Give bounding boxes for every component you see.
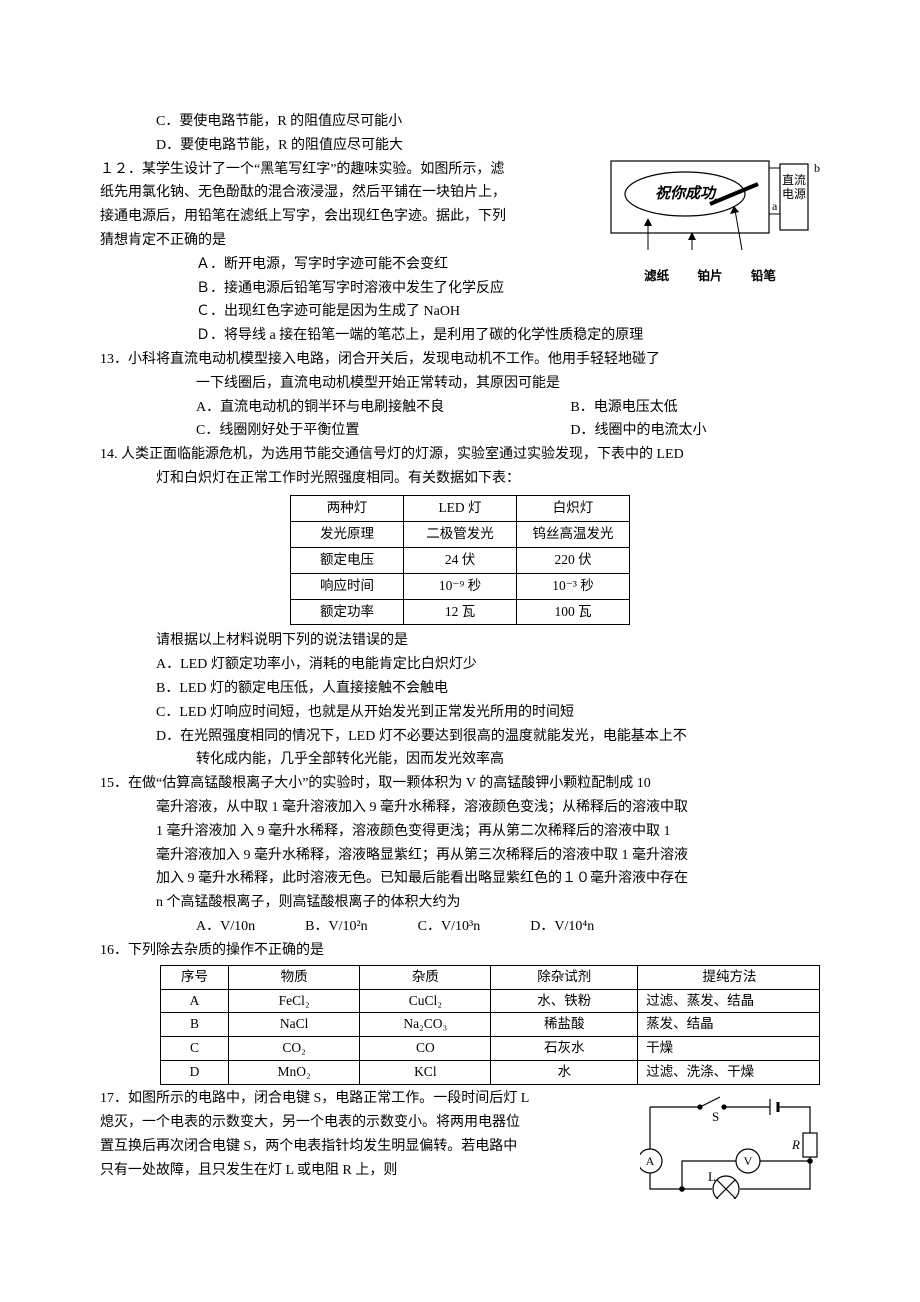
svg-text:电源: 电源 [782, 187, 806, 201]
table-cell: 发光原理 [291, 521, 404, 547]
q15-option-b: B．V/10²n [305, 915, 368, 939]
q17-block: 17．如图所示的电路中，闭合电键 S，电路正常工作。一段时间后灯 L 熄灭，一个… [100, 1087, 820, 1182]
svg-text:S: S [712, 1109, 719, 1124]
q12-stem: 猜想肯定不正确的是 [100, 229, 580, 253]
table-cell: 二极管发光 [404, 521, 517, 547]
q14-option-b: B．LED 灯的额定电压低，人直接接触不会触电 [100, 677, 820, 701]
q17-stem: 置互换后再次闭合电键 S，两个电表指针均发生明显偏转。若电路中 [100, 1135, 600, 1159]
q14-option-a: A．LED 灯额定功率小，消耗的电能肯定比白炽灯少 [100, 653, 820, 677]
table-cell: 24 伏 [404, 547, 517, 573]
table-cell: LED 灯 [404, 495, 517, 521]
fig-label-pencil: 铅笔 [751, 266, 776, 287]
svg-text:V: V [744, 1154, 753, 1168]
q13-option-c: C．线圈刚好处于平衡位置 [196, 419, 570, 443]
table-cell: 10⁻³ 秒 [517, 573, 630, 599]
q15-stem: 15．在做“估算高锰酸根离子大小”的实验时，取一颗体积为 V 的高锰酸钾小颗粒配… [100, 772, 820, 796]
q15-option-d: D．V/10⁴n [530, 915, 594, 939]
q12-block: １２．某学生设计了一个“黑笔写红字”的趣味实验。如图所示，滤 纸先用氯化钠、无色… [100, 158, 820, 253]
q15-stem: 1 毫升溶液加 入 9 毫升水稀释，溶液颜色变得更浅；再从第二次稀释后的溶液中取… [100, 820, 820, 844]
fig-wish-text: 祝你成功 [655, 185, 717, 202]
q17-circuit-figure: S R A V L [640, 1089, 820, 1208]
table-cell: 序号 [161, 965, 229, 989]
q14-prompt: 请根据以上材料说明下列的说法错误的是 [100, 629, 820, 653]
table-cell: 白炽灯 [517, 495, 630, 521]
table-cell: 220 伏 [517, 547, 630, 573]
q15-stem: 毫升溶液，从中取 1 毫升溶液加入 9 毫升水稀释，溶液颜色变浅；从稀释后的溶液… [100, 796, 820, 820]
q16-table: 序号 物质 杂质 除杂试剂 提纯方法 AFeCl₂CuCl₂水、铁粉过滤、蒸发、… [160, 965, 820, 1086]
table-cell: 钨丝高温发光 [517, 521, 630, 547]
table-row: BNaClNa₂CO₃稀盐酸蒸发、结晶 [161, 1013, 820, 1037]
q15-option-c: C．V/10³n [418, 915, 481, 939]
q14-option-c: C．LED 灯响应时间短，也就是从开始发光到正常发光所用的时间短 [100, 701, 820, 725]
table-cell: 响应时间 [291, 573, 404, 599]
table-cell: 额定电压 [291, 547, 404, 573]
fig-label-paper: 滤纸 [644, 266, 669, 287]
q12-stem: 接通电源后，用铅笔在滤纸上写字，会出现红色字迹。据此，下列 [100, 205, 580, 229]
q15-stem: 加入 9 毫升水稀释，此时溶液无色。已知最后能看出略显紫红色的１０毫升溶液中存在 [100, 867, 820, 891]
q15-option-a: A．V/10n [196, 915, 255, 939]
table-row: DMnO₂KCl水过滤、洗涤、干燥 [161, 1061, 820, 1085]
table-row: AFeCl₂CuCl₂水、铁粉过滤、蒸发、结晶 [161, 989, 820, 1013]
q11-option-d: D．要使电路节能，R 的阻值应尽可能大 [100, 134, 820, 158]
q16-stem: 16．下列除去杂质的操作不正确的是 [100, 939, 820, 963]
q17-stem: 熄灭，一个电表的示数变大，另一个电表的示数变小。将两用电器位 [100, 1111, 600, 1135]
q14-table: 两种灯 LED 灯 白炽灯 发光原理 二极管发光 钨丝高温发光 额定电压 24 … [290, 495, 630, 626]
table-cell: 提纯方法 [638, 965, 820, 989]
table-cell: 除杂试剂 [491, 965, 638, 989]
table-cell: 两种灯 [291, 495, 404, 521]
svg-text:R: R [791, 1137, 800, 1152]
table-cell: 10⁻⁹ 秒 [404, 573, 517, 599]
table-cell: 100 瓦 [517, 599, 630, 625]
q14-option-d: D．在光照强度相同的情况下，LED 灯不必要达到很高的温度就能发光，电能基本上不 [100, 725, 820, 749]
q12-option-c: Ｃ．出现红色字迹可能是因为生成了 NaOH [100, 300, 820, 324]
q11-option-c: C．要使电路节能，R 的阻值应尽可能小 [100, 110, 820, 134]
svg-text:L: L [708, 1169, 716, 1184]
q14-stem: 14. 人类正面临能源危机，为选用节能交通信号灯的灯源，实验室通过实验发现，下表… [100, 443, 820, 467]
q13-option-b: B．电源电压太低 [570, 396, 820, 420]
q12-stem: １２．某学生设计了一个“黑笔写红字”的趣味实验。如图所示，滤 [100, 158, 580, 182]
table-cell: 物质 [229, 965, 360, 989]
q14-option-d: 转化成内能，几乎全部转化光能，因而发光效率高 [100, 748, 820, 772]
q13-option-d: D．线圈中的电流太小 [570, 419, 820, 443]
q12-option-d: Ｄ．将导线 a 接在铅笔一端的笔芯上，是利用了碳的化学性质稳定的原理 [100, 324, 820, 348]
table-cell: 杂质 [360, 965, 491, 989]
q15-stem: n 个高锰酸根离子，则高锰酸根离子的体积大约为 [100, 891, 820, 915]
svg-text:A: A [646, 1154, 655, 1168]
fig-label-platinum: 铂片 [697, 266, 722, 287]
table-cell: 12 瓦 [404, 599, 517, 625]
q13-stem: 13．小科将直流电动机模型接入电路，闭合开关后，发现电动机不工作。他用手轻轻地碰… [100, 348, 820, 372]
q12-figure: 祝你成功 直流 电源 b a 滤纸 [610, 160, 830, 288]
q17-stem: 只有一处故障，且只发生在灯 L 或电阻 R 上，则 [100, 1159, 600, 1183]
table-cell: 额定功率 [291, 599, 404, 625]
svg-text:a: a [772, 199, 778, 213]
q17-stem: 17．如图所示的电路中，闭合电键 S，电路正常工作。一段时间后灯 L [100, 1087, 600, 1111]
q14-stem: 灯和白炽灯在正常工作时光照强度相同。有关数据如下表： [100, 467, 820, 491]
svg-text:b: b [814, 161, 820, 175]
q15-stem: 毫升溶液加入 9 毫升水稀释，溶液略显紫红；再从第三次稀释后的溶液中取 1 毫升… [100, 844, 820, 868]
table-row: CCO₂CO石灰水干燥 [161, 1037, 820, 1061]
svg-text:直流: 直流 [782, 173, 806, 187]
q13-stem: 一下线圈后，直流电动机模型开始正常转动，其原因可能是 [100, 372, 820, 396]
q13-option-a: A．直流电动机的铜半环与电刷接触不良 [196, 396, 570, 420]
q12-stem: 纸先用氯化钠、无色酚酞的混合液浸湿，然后平铺在一块铂片上， [100, 181, 580, 205]
